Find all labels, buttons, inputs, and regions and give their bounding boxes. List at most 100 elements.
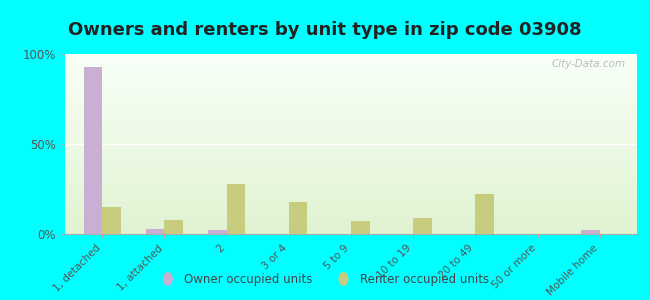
Bar (65, 230, 637, 231)
Bar (65, 202, 637, 203)
Bar (65, 172, 637, 173)
Bar (65, 183, 637, 184)
Bar (65, 169, 637, 170)
Bar (65, 193, 637, 194)
Bar (65, 205, 637, 206)
Bar (65, 126, 637, 127)
Bar (65, 67, 637, 68)
Bar (65, 148, 637, 149)
Bar (65, 202, 637, 203)
Bar (65, 106, 637, 107)
Bar (65, 185, 637, 186)
Bar (65, 204, 637, 205)
Bar (413, 218, 432, 234)
Bar (65, 225, 637, 226)
Bar (65, 69, 637, 70)
Bar (65, 107, 637, 108)
Bar (65, 109, 637, 110)
Bar (65, 222, 637, 223)
Bar (65, 105, 637, 106)
Bar (65, 97, 637, 98)
Bar (65, 99, 637, 100)
Bar (65, 220, 637, 221)
Bar (65, 59, 637, 60)
Bar (65, 104, 637, 105)
Bar (65, 119, 637, 120)
Bar (65, 143, 637, 144)
Bar (65, 61, 637, 62)
Bar (65, 146, 637, 147)
Bar (65, 66, 637, 67)
Bar (65, 85, 637, 86)
Bar (65, 229, 637, 230)
Bar (65, 116, 637, 117)
Bar (65, 192, 637, 193)
Bar (65, 187, 637, 188)
Bar (146, 229, 164, 234)
Bar (65, 196, 637, 197)
Bar (65, 81, 637, 82)
Bar (65, 165, 637, 166)
Bar (65, 194, 637, 195)
Bar (65, 151, 637, 152)
Bar (65, 152, 637, 153)
Bar (65, 167, 637, 168)
Bar (84, 67, 102, 234)
Bar (65, 72, 637, 73)
Bar (65, 124, 637, 125)
Text: Owners and renters by unit type in zip code 03908: Owners and renters by unit type in zip c… (68, 21, 582, 39)
Bar (65, 120, 637, 121)
Bar (208, 230, 227, 234)
Bar (65, 224, 637, 225)
Bar (65, 83, 637, 84)
Bar (65, 133, 637, 134)
Bar (65, 219, 637, 220)
Bar (65, 177, 637, 178)
Bar (65, 150, 637, 151)
Bar (65, 65, 637, 66)
Bar (227, 184, 245, 234)
Bar (65, 186, 637, 187)
Bar (65, 138, 637, 139)
Bar (65, 190, 637, 191)
Bar (65, 226, 637, 227)
Bar (475, 194, 494, 234)
Bar (65, 142, 637, 143)
Bar (65, 213, 637, 214)
Bar (65, 215, 637, 216)
Bar (65, 58, 637, 59)
Bar (65, 173, 637, 174)
Bar (65, 110, 637, 111)
Bar (65, 57, 637, 58)
Bar (65, 157, 637, 158)
Bar (65, 131, 637, 132)
Bar (581, 230, 600, 234)
Bar (65, 198, 637, 199)
Bar (65, 221, 637, 222)
Bar (65, 188, 637, 189)
Bar (65, 60, 637, 61)
Bar (65, 160, 637, 161)
Bar (65, 233, 637, 234)
Bar (65, 94, 637, 95)
Bar (65, 208, 637, 209)
Bar (65, 153, 637, 154)
Bar (65, 200, 637, 201)
Bar (65, 159, 637, 160)
Bar (65, 155, 637, 156)
Bar (65, 161, 637, 162)
Bar (65, 156, 637, 157)
Bar (65, 129, 637, 130)
Bar (65, 98, 637, 99)
Bar (65, 82, 637, 83)
Bar (65, 206, 637, 207)
Bar (65, 55, 637, 56)
Bar (65, 184, 637, 185)
Bar (65, 76, 637, 77)
Bar (65, 132, 637, 133)
Bar (65, 77, 637, 78)
Bar (65, 175, 637, 176)
Bar (65, 91, 637, 92)
Bar (65, 217, 637, 218)
Bar (65, 70, 637, 71)
